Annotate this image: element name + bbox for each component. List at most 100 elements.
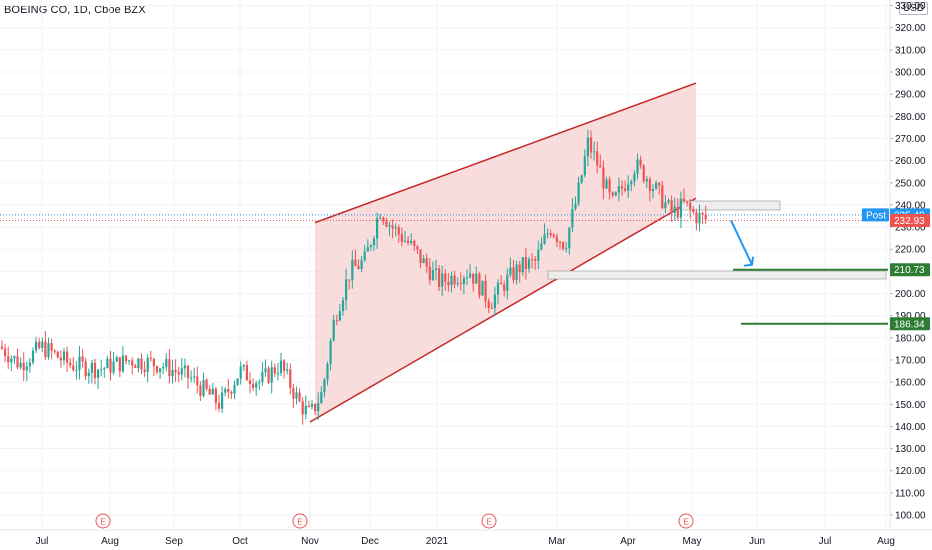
candle-body (149, 357, 152, 359)
candle (56, 350, 59, 359)
candle-body (509, 267, 512, 275)
candle (555, 233, 558, 248)
candle-body (667, 200, 670, 203)
target-2-badge: 186.34 (890, 317, 930, 331)
candle-body (177, 372, 180, 375)
candle (177, 366, 180, 383)
candle (679, 191, 682, 229)
candle (19, 357, 22, 370)
candle-body (478, 273, 481, 296)
candle-body (295, 392, 298, 399)
candle (360, 256, 363, 273)
candle-body (596, 151, 599, 166)
earnings-icon (481, 513, 497, 529)
candle (496, 279, 500, 305)
price-tick-label: 240.00 (895, 200, 926, 211)
candle-body (4, 348, 7, 357)
candle-body (354, 259, 357, 266)
candle (109, 350, 112, 381)
earnings-marker: E (292, 513, 308, 529)
candle-body (589, 137, 593, 153)
last-price-badge-bg (890, 214, 930, 228)
candle-body (558, 241, 562, 243)
candle (543, 223, 546, 245)
candle-body (679, 198, 682, 218)
candle-body (62, 351, 66, 361)
candle-body (614, 192, 617, 196)
candle (168, 349, 171, 384)
candle-body (345, 279, 348, 301)
candle (400, 227, 403, 247)
time-label: Nov (301, 536, 319, 547)
candle (456, 277, 459, 287)
candle (512, 260, 515, 284)
candle-body (193, 376, 196, 378)
candle (506, 268, 509, 300)
candle-body (317, 403, 320, 412)
candle-body (571, 208, 574, 228)
candle-body (146, 357, 149, 372)
candle (593, 141, 596, 161)
candle-body (531, 259, 534, 261)
candle-body (261, 372, 264, 382)
candle-body (35, 341, 38, 351)
candle (128, 359, 131, 366)
candle-body (301, 401, 304, 415)
candle (304, 395, 307, 420)
candle-body (565, 248, 568, 250)
candle (4, 343, 7, 362)
candle-body (106, 358, 109, 369)
candle-body (87, 372, 90, 377)
candle-body (500, 282, 503, 285)
candle (537, 240, 540, 270)
candle-body (196, 376, 199, 386)
candle (441, 265, 444, 297)
candle (47, 337, 50, 360)
candle-body (338, 311, 341, 321)
candle-body (369, 245, 372, 248)
candle (279, 352, 283, 377)
candle-body (438, 268, 441, 287)
candle (633, 170, 636, 187)
price-tick-label: 180.00 (895, 333, 926, 344)
target-2-badge-bg (890, 317, 930, 331)
candle (382, 216, 385, 225)
candle (276, 362, 279, 381)
candle (16, 348, 19, 370)
candle-body (624, 188, 627, 191)
candle (664, 195, 667, 213)
candle-body (112, 361, 115, 373)
candle-body (134, 365, 137, 368)
candle (90, 359, 93, 384)
candle-body (276, 373, 279, 375)
candle-body (382, 217, 385, 222)
candle (338, 304, 341, 322)
candle-body (97, 369, 100, 378)
candle-body (527, 259, 531, 269)
candle-body (515, 264, 518, 281)
candle (701, 211, 704, 225)
candle-body (549, 233, 552, 235)
candle (317, 392, 320, 421)
candle (50, 338, 53, 360)
candle-body (456, 283, 459, 285)
candle (453, 270, 456, 289)
candle (0, 340, 4, 350)
candle (326, 361, 329, 386)
candle-body (165, 359, 168, 368)
candle (84, 357, 87, 381)
candle (617, 177, 620, 202)
candle (41, 337, 44, 352)
candle (97, 368, 100, 389)
candle (106, 355, 109, 369)
candle (180, 358, 183, 381)
candle-body (552, 234, 555, 237)
candle-body (242, 365, 245, 367)
currency-selector[interactable]: USD (898, 2, 928, 15)
projection-arrow-shaft (730, 219, 753, 266)
candle (500, 274, 503, 285)
price-tick-label: 320.00 (895, 23, 926, 34)
candle-body (162, 367, 165, 369)
candle-body (425, 258, 428, 267)
